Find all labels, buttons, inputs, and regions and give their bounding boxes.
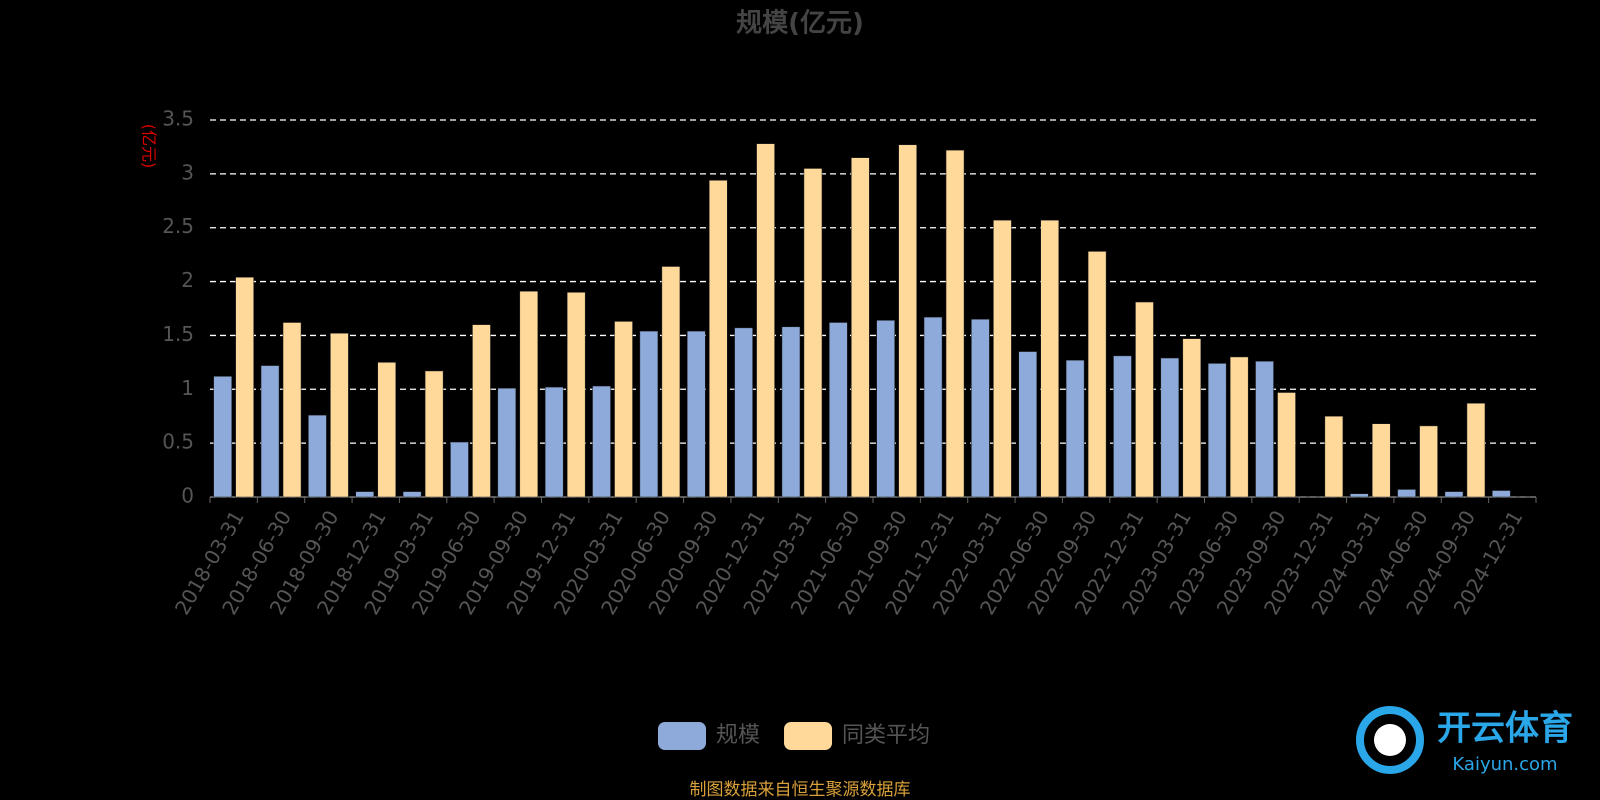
bar <box>424 370 444 498</box>
watermark-site: Kaiyun.com <box>1452 754 1557 775</box>
bar <box>945 149 965 498</box>
bar <box>1207 363 1227 498</box>
bar <box>1419 425 1438 498</box>
bar <box>1160 357 1180 498</box>
bar <box>1277 392 1296 498</box>
bar <box>260 365 280 498</box>
bar <box>829 322 848 498</box>
bar <box>592 385 611 498</box>
bar <box>235 277 254 498</box>
y-tick-label: 3 <box>181 160 194 184</box>
logo-ring <box>1356 706 1424 774</box>
legend-swatch <box>784 722 833 750</box>
bar <box>1492 490 1511 498</box>
bar <box>1135 301 1154 498</box>
bar <box>402 491 422 498</box>
bar <box>1350 493 1369 498</box>
bar <box>971 319 990 498</box>
bar <box>639 330 659 498</box>
legend-label: 同类平均 <box>842 723 930 748</box>
chart-title: 规模(亿元) <box>736 9 864 39</box>
bar <box>993 219 1012 498</box>
bar <box>661 266 681 498</box>
bar <box>756 143 775 498</box>
bar <box>450 441 469 498</box>
bar <box>1466 403 1486 498</box>
logo-ball <box>1374 724 1406 756</box>
bar <box>1444 491 1464 498</box>
bar <box>734 327 753 498</box>
bar <box>876 320 895 498</box>
bar <box>213 376 232 498</box>
y-tick-label: 3.5 <box>162 107 194 131</box>
bar <box>472 324 491 498</box>
bar <box>1065 359 1085 498</box>
source-note: 制图数据来自恒生聚源数据库 <box>690 780 911 800</box>
bar <box>1087 251 1107 498</box>
bar <box>519 291 539 498</box>
bar <box>1324 415 1344 498</box>
y-axis-label: (亿元) <box>140 124 159 169</box>
bar <box>614 321 633 498</box>
bar <box>803 168 823 498</box>
watermark: 开云体育 Kaiyun.com <box>1356 706 1573 775</box>
bar <box>566 292 586 498</box>
bar <box>544 386 564 498</box>
bar <box>781 326 801 498</box>
bar <box>1018 351 1037 498</box>
bar <box>709 180 728 498</box>
watermark-name: 开云体育 <box>1437 709 1573 749</box>
y-tick-label: 1 <box>181 376 194 400</box>
y-tick-label: 0.5 <box>162 430 194 454</box>
bar <box>355 491 374 498</box>
bar <box>923 316 943 498</box>
bar <box>1229 356 1249 498</box>
bar <box>687 330 706 498</box>
y-tick-label: 0 <box>181 484 194 508</box>
bar <box>898 144 917 498</box>
y-tick-label: 1.5 <box>162 322 194 346</box>
bar <box>1040 219 1059 498</box>
bar <box>308 414 327 498</box>
bar <box>1397 489 1416 498</box>
bar <box>330 333 349 498</box>
bar <box>377 362 396 498</box>
legend-label: 规模 <box>716 723 760 748</box>
legend-swatch <box>658 722 706 750</box>
bar <box>1255 361 1274 498</box>
bar <box>851 157 870 498</box>
bar <box>282 322 302 498</box>
bar <box>497 387 517 498</box>
bar <box>1372 423 1391 498</box>
bar <box>1182 338 1202 498</box>
y-tick-label: 2 <box>181 268 194 292</box>
bar <box>1113 355 1132 498</box>
y-tick-label: 2.5 <box>162 214 194 238</box>
